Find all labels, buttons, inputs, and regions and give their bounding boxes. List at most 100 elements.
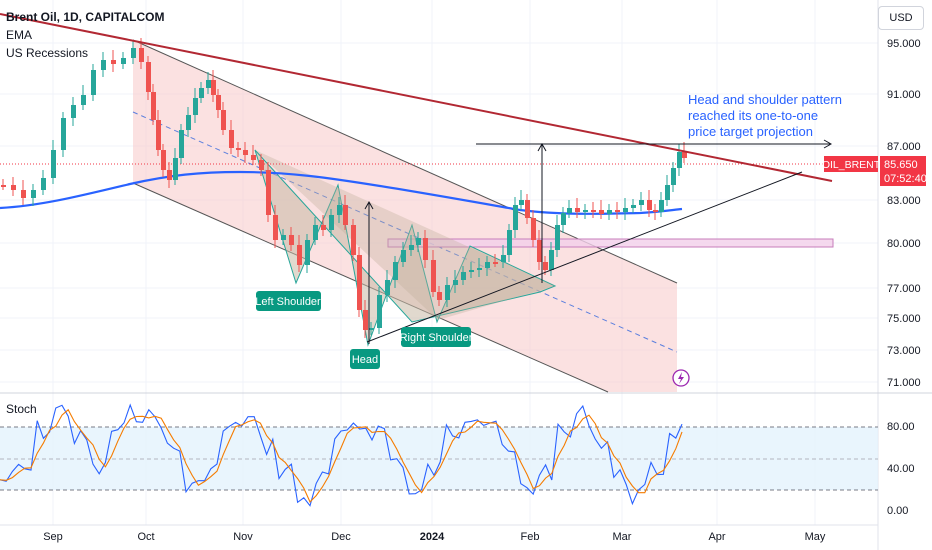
price-tick: 71.000 — [887, 377, 921, 389]
candle-body — [665, 185, 670, 200]
candle-body — [682, 152, 687, 158]
candle-body — [266, 170, 271, 215]
candle-body — [343, 205, 348, 225]
candle-body — [401, 250, 406, 262]
candle-body — [51, 150, 56, 178]
time-tick: Feb — [521, 531, 540, 543]
rising-trendline[interactable] — [366, 171, 803, 343]
candle-body — [549, 250, 554, 270]
candle-body — [519, 200, 524, 205]
candle-body — [377, 295, 382, 328]
right-shoulder-label[interactable]: Right Shoulder — [400, 327, 473, 347]
candle-body — [199, 88, 204, 98]
candle-body — [173, 158, 178, 180]
time-tick: Nov — [233, 531, 253, 543]
neckline-triangle — [255, 150, 555, 320]
candle-body — [591, 210, 596, 212]
candle-body — [146, 62, 151, 92]
candle-body — [677, 152, 682, 168]
stoch-band — [0, 427, 878, 490]
price-tick: 73.000 — [887, 345, 921, 357]
recessions-legend[interactable]: US Recessions — [6, 46, 89, 60]
price-tick: 80.000 — [887, 238, 921, 250]
long-trendline[interactable] — [0, 13, 833, 182]
stoch-tick: 80.00 — [887, 421, 915, 433]
lightning-icon[interactable] — [672, 369, 690, 387]
candle-body — [525, 200, 530, 218]
stoch-legend[interactable]: Stoch — [6, 402, 37, 416]
candle-body — [161, 150, 166, 170]
time-tick: Dec — [331, 531, 351, 543]
candle-body — [363, 310, 368, 330]
candle-body — [111, 60, 116, 64]
candle-body — [297, 245, 302, 265]
time-tick: Sep — [43, 531, 63, 543]
candle-body — [179, 130, 184, 158]
note-annotation[interactable]: Head and shoulder pattern reached its on… — [688, 92, 842, 139]
price-tick: 91.000 — [887, 89, 921, 101]
candle-body — [567, 208, 572, 213]
symbol-title[interactable]: Brent Oil, 1D, CAPITALCOM — [6, 10, 165, 24]
candle-body — [501, 255, 506, 262]
candle-body — [221, 110, 226, 130]
ema-line — [0, 170, 683, 215]
candle-body — [477, 268, 482, 270]
projection-arrowhead — [537, 142, 547, 152]
candle-body — [229, 130, 234, 148]
candle-body — [289, 235, 294, 245]
head-shoulders-pattern[interactable] — [254, 149, 557, 347]
time-tick: May — [805, 531, 826, 543]
candle-body — [41, 178, 46, 190]
price-badge[interactable]: 85.650 07:52:40 — [880, 156, 927, 186]
candle-body — [216, 95, 221, 110]
candle-body — [543, 262, 548, 270]
left-shoulder-text: Left Shoulder — [255, 296, 321, 308]
candle-body — [507, 230, 512, 255]
channel-mid-line[interactable] — [132, 111, 678, 353]
candle-body — [639, 200, 644, 205]
candle-body — [615, 210, 620, 212]
candle-body — [21, 190, 26, 198]
target-arrowhead — [823, 139, 833, 149]
chart-legend[interactable]: Brent Oil, 1D, CAPITALCOM EMA US Recessi… — [6, 8, 164, 62]
currency-button[interactable]: USD — [878, 6, 924, 30]
ema-legend[interactable]: EMA — [6, 28, 33, 42]
candle-body — [61, 118, 66, 150]
candle-body — [631, 205, 636, 208]
candle-body — [206, 80, 211, 88]
left-shoulder-label[interactable]: Left Shoulder — [255, 291, 321, 311]
candle-body — [469, 270, 474, 272]
candle-body — [357, 255, 362, 310]
note-line-2: reached its one-to-one — [688, 108, 818, 123]
candle-body — [251, 155, 256, 160]
price-tick: 95.000 — [887, 38, 921, 50]
candle-body — [607, 210, 612, 214]
stoch-axis[interactable]: 80.00 40.00 0.00 — [887, 421, 915, 517]
time-axis[interactable]: Sep Oct Nov Dec 2024 Feb Mar Apr May — [43, 531, 826, 543]
candle-body — [211, 80, 216, 95]
candle-body — [537, 240, 542, 262]
candle-body — [91, 70, 96, 95]
stoch-d-line — [0, 408, 683, 503]
candles — [1, 38, 687, 338]
candle-body — [575, 208, 580, 212]
head-text: Head — [352, 354, 378, 366]
head-label[interactable]: Head — [350, 349, 380, 369]
time-tick: Oct — [137, 531, 154, 543]
candle-body — [409, 245, 414, 250]
time-tick: 2024 — [420, 531, 445, 543]
symbol-badge[interactable]: OIL_BRENT — [822, 156, 881, 172]
candle-body — [273, 215, 278, 240]
time-tick: Mar — [613, 531, 632, 543]
price-tick: 75.000 — [887, 313, 921, 325]
candle-body — [555, 225, 560, 250]
descending-channel[interactable] — [133, 40, 677, 392]
candle-body — [121, 58, 126, 64]
candle-body — [337, 205, 342, 215]
candle-body — [431, 260, 436, 292]
candle-body — [167, 170, 172, 180]
countdown-text: 07:52:40 — [884, 173, 927, 185]
price-tick: 83.000 — [887, 195, 921, 207]
candle-body — [369, 328, 374, 330]
